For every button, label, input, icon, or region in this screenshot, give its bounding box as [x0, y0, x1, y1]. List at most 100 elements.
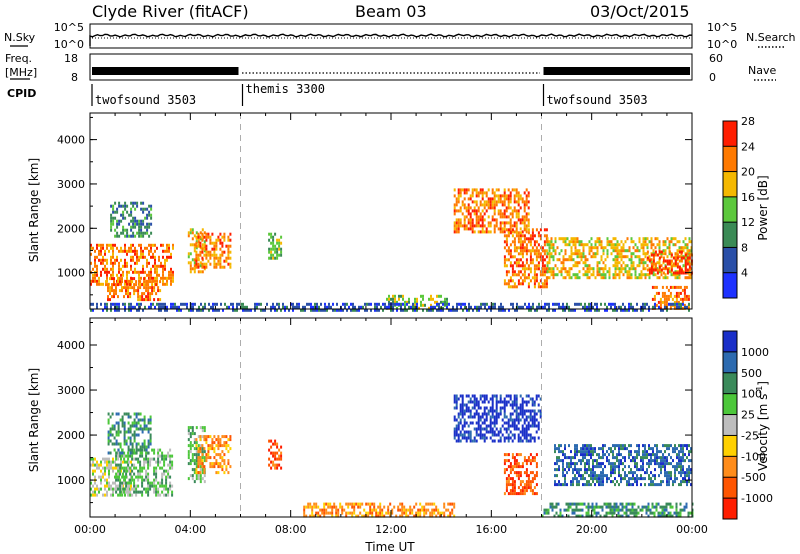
echo-cell-2	[150, 216, 153, 220]
echo-cell-8	[505, 258, 508, 262]
echo-cell-1	[115, 484, 118, 488]
echo-cell-9	[628, 477, 630, 481]
echo-cell-12	[278, 305, 280, 309]
echo-cell-7	[535, 418, 538, 422]
echo-cell-7	[471, 209, 474, 213]
echo-cell-7	[459, 406, 462, 410]
echo-cell-7	[469, 412, 472, 416]
echo-cell-1	[121, 286, 123, 290]
echo-cell-10	[678, 265, 681, 269]
echo-cell-9	[650, 258, 653, 262]
echo-cell-1	[119, 289, 121, 293]
echo-cell-9	[652, 474, 654, 478]
echo-cell-9	[552, 273, 555, 277]
echo-cell-2	[121, 418, 124, 422]
echo-cell-3	[191, 456, 194, 460]
echo-cell-1	[147, 475, 150, 479]
echo-cell-4	[203, 253, 206, 257]
echo-cell-7	[467, 436, 470, 440]
echo-cell-8	[525, 468, 528, 472]
echo-cell-1	[161, 490, 164, 494]
echo-cell-2	[111, 424, 114, 428]
echo-cell-8	[505, 264, 508, 268]
echo-cell-7	[461, 224, 464, 228]
echo-cell-9	[674, 471, 676, 475]
echo-cell-7	[455, 221, 458, 225]
echo-cell-1	[131, 493, 134, 497]
echo-cell-11	[685, 294, 688, 298]
echo-cell-9	[616, 249, 619, 253]
echo-cell-1	[117, 457, 120, 461]
echo-cell-9	[656, 447, 658, 451]
echo-cell-7	[465, 436, 468, 440]
echo-cell-11	[659, 303, 662, 307]
echo-cell-7	[527, 424, 530, 428]
echo-cell-12	[492, 305, 494, 309]
echo-cell-7	[455, 218, 458, 222]
echo-cell-7	[489, 221, 492, 225]
echo-cell-1	[165, 469, 168, 473]
echo-cell-7	[493, 433, 496, 437]
echo-cell-6	[351, 514, 354, 518]
echo-cell-8	[537, 264, 540, 268]
echo-cell-9	[606, 450, 608, 454]
echo-cell-8	[535, 267, 538, 271]
echo-cell-12	[586, 308, 588, 312]
echo-cell-1	[137, 475, 140, 479]
echo-cell-5	[268, 448, 271, 452]
echo-cell-0	[124, 261, 126, 265]
echo-cell-7	[531, 418, 534, 422]
echo-cell-7	[481, 227, 484, 231]
echo-cell-7	[511, 230, 514, 234]
echo-cell-2	[122, 210, 125, 214]
echo-cell-6	[423, 508, 426, 512]
echo-cell-0	[140, 276, 142, 280]
echo-cell-9	[594, 243, 597, 247]
echo-cell-6	[321, 508, 324, 512]
echo-cell-9	[574, 447, 576, 451]
echo-cell-6	[420, 300, 422, 304]
echo-cell-5	[274, 244, 277, 248]
echo-cell-3	[195, 459, 198, 463]
echo-cell-10	[559, 511, 562, 515]
echo-cell-10	[670, 253, 673, 257]
echo-cell-2	[126, 210, 129, 214]
echo-cell-9	[592, 453, 594, 457]
echo-cell-12	[558, 302, 560, 306]
echo-cell-12	[254, 302, 256, 306]
echo-cell-4	[199, 241, 202, 245]
echo-cell-0	[144, 270, 146, 274]
echo-cell-4	[225, 435, 228, 439]
echo-cell-8	[525, 246, 528, 250]
echo-cell-12	[296, 305, 298, 309]
echo-cell-7	[533, 412, 536, 416]
echo-cell-7	[477, 415, 480, 419]
echo-cell-2	[140, 234, 143, 238]
echo-cell-7	[491, 403, 494, 407]
echo-cell-7	[491, 191, 494, 195]
echo-cell-7	[515, 212, 518, 216]
echo-cell-7	[493, 212, 496, 216]
echo-cell-8	[541, 285, 544, 289]
echo-cell-12	[232, 305, 234, 309]
echo-cell-12	[358, 308, 360, 312]
echo-cell-7	[507, 418, 510, 422]
echo-cell-4	[217, 462, 220, 466]
echo-cell-9	[562, 453, 564, 457]
echo-cell-3	[195, 462, 198, 466]
echo-cell-0	[124, 246, 126, 250]
echo-cell-9	[592, 477, 594, 481]
echo-cell-12	[628, 308, 630, 312]
echo-cell-4	[201, 459, 204, 463]
echo-cell-10	[674, 262, 677, 266]
echo-cell-7	[491, 394, 494, 398]
echo-cell-10	[593, 511, 596, 515]
echo-cell-9	[556, 258, 559, 262]
echo-cell-2	[137, 421, 140, 425]
echo-cell-9	[588, 246, 591, 250]
echo-cell-1	[167, 472, 170, 476]
freq-panel-frame	[89, 53, 693, 81]
echo-cell-8	[525, 459, 528, 463]
echo-cell-6	[325, 502, 328, 506]
echo-cell-6	[335, 508, 338, 512]
